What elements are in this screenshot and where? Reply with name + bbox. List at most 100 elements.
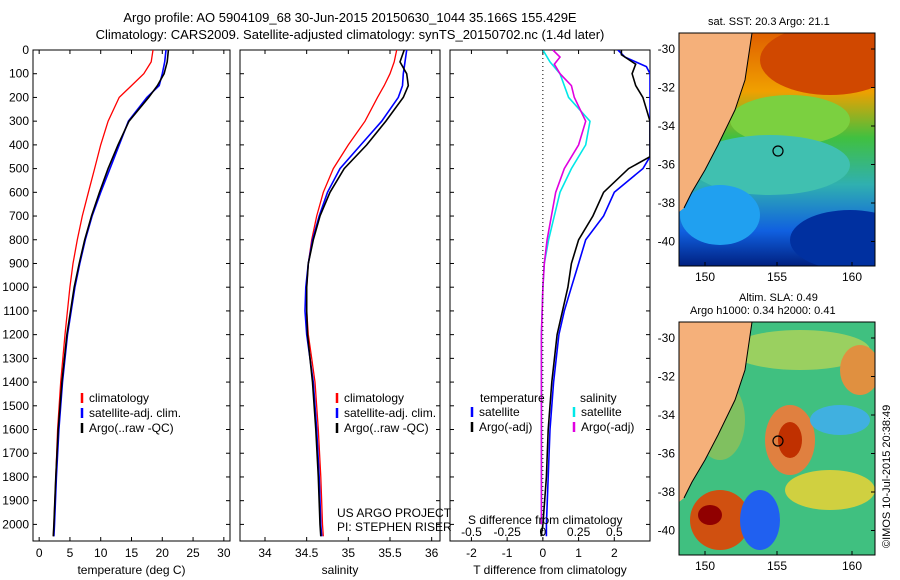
title-line-1: Argo profile: AO 5904109_68 30-Jun-2015 … [123, 10, 577, 25]
y-tick-label: 200 [9, 90, 29, 104]
series-line-argo-raw-qc- [305, 50, 410, 537]
series-line-t-argo-adj- [540, 50, 650, 537]
map-y-tick-label: -40 [658, 235, 676, 249]
x-tick-label: 2 [611, 546, 618, 560]
x-tick-label: -1 [502, 546, 513, 560]
map-y-tick-label: -36 [658, 447, 676, 461]
series-line-climatology [52, 50, 154, 537]
x-tick-label: 35.5 [378, 546, 402, 560]
x-axis-label: salinity [322, 563, 359, 577]
y-tick-label: 600 [9, 185, 29, 199]
map-x-tick-label: 155 [767, 559, 787, 573]
timestamp-stamp: ©IMOS 10-Jul-2015 20:38:49 [881, 404, 893, 548]
map-y-tick-label: -32 [658, 370, 676, 384]
map-y-tick-label: -34 [658, 119, 676, 133]
series-group [304, 50, 410, 537]
sst-map [678, 32, 876, 267]
x-tick-label: 10 [94, 546, 108, 560]
y-tick-label: 1000 [2, 280, 29, 294]
y-tick-label: 700 [9, 209, 29, 223]
x2-tick-label: 0.5 [606, 525, 623, 539]
y-tick-label: 300 [9, 114, 29, 128]
credit-line-2: PI: STEPHEN RISER [337, 520, 452, 534]
y-tick-label: 1700 [2, 446, 29, 460]
y-tick-label: 500 [9, 162, 29, 176]
y-tick-label: 0 [22, 43, 29, 57]
map-y-tick-label: -34 [658, 408, 676, 422]
salinity-legend-label: climatology [344, 391, 404, 405]
title-line-2: Climatology: CARS2009. Satellite-adjuste… [95, 27, 605, 42]
x-tick-label: 36 [425, 546, 439, 560]
x-tick-label: 20 [156, 546, 170, 560]
map-y-tick-label: -40 [658, 524, 676, 538]
diff-t-legend-label: satellite [479, 405, 520, 419]
y-tick-label: 1500 [2, 399, 29, 413]
series-group [540, 50, 650, 537]
x-tick-label: 5 [67, 546, 74, 560]
diff-legend-title-s: salinity [580, 391, 617, 405]
temperature-legend-label: Argo(..raw -QC) [89, 421, 174, 435]
map-x-tick-label: 160 [842, 559, 862, 573]
y-tick-label: 2000 [2, 517, 29, 531]
map-y-tick-label: -38 [658, 196, 676, 210]
x-tick-label: 34.5 [295, 546, 319, 560]
y-tick-label: 1600 [2, 423, 29, 437]
series-line-t-satellite [545, 50, 650, 537]
y-tick-label: 400 [9, 138, 29, 152]
y-tick-label: 1400 [2, 375, 29, 389]
x-tick-label: 15 [125, 546, 139, 560]
credit-line-1: US ARGO PROJECT [337, 506, 452, 520]
x-axis-label: temperature (deg C) [77, 563, 185, 577]
y-tick-label: 900 [9, 256, 29, 270]
sla-map-title-1: Altim. SLA: 0.49 [739, 292, 818, 304]
map-x-tick-label: 155 [767, 270, 787, 284]
x-tick-label: 1 [575, 546, 582, 560]
map-y-tick-label: -30 [658, 42, 676, 56]
diff-t-legend-label: Argo(-adj) [479, 420, 532, 434]
map-y-tick-label: -36 [658, 158, 676, 172]
y-tick-label: 1900 [2, 494, 29, 508]
x-tick-label: 30 [217, 546, 231, 560]
series-line-s-argo-adj- [540, 50, 587, 525]
x-tick-label: 34 [258, 546, 272, 560]
x2-tick-label: -0.5 [461, 525, 482, 539]
sla-map [678, 321, 876, 556]
map-y-tick-label: -32 [658, 81, 676, 95]
x2-tick-label: 0.25 [567, 525, 591, 539]
map-x-tick-label: 160 [842, 270, 862, 284]
temperature-legend-label: climatology [89, 391, 149, 405]
x-tick-label: 25 [186, 546, 200, 560]
diff-s-legend-label: satellite [581, 405, 622, 419]
y-tick-label: 1200 [2, 328, 29, 342]
x-axis-label: T difference from climatology [473, 563, 627, 577]
y-tick-label: 800 [9, 233, 29, 247]
sst-map-title: sat. SST: 20.3 Argo: 21.1 [708, 16, 830, 28]
diff-s-legend-label: Argo(-adj) [581, 420, 634, 434]
y-tick-label: 100 [9, 67, 29, 81]
map-x-tick-label: 150 [695, 270, 715, 284]
x-tick-label: 0 [36, 546, 43, 560]
x-tick-label: 35 [342, 546, 356, 560]
panel-frame [32, 49, 231, 542]
x-tick-label: 0 [540, 546, 547, 560]
series-line-satellite-adj-clim- [53, 50, 167, 537]
x2-axis-label: S difference from climatology [468, 513, 623, 527]
panel-frame [449, 49, 651, 542]
panel-frame [239, 49, 441, 542]
x2-tick-label: -0.25 [493, 525, 521, 539]
y-tick-label: 1800 [2, 470, 29, 484]
sla-map-title-2: Argo h1000: 0.34 h2000: 0.41 [690, 305, 836, 317]
x-tick-label: -2 [466, 546, 477, 560]
series-line-climatology [306, 50, 398, 537]
y-tick-label: 1100 [3, 304, 29, 318]
sla-argo-marker [772, 435, 784, 447]
series-line-argo-raw-qc- [52, 50, 170, 537]
sst-argo-marker [772, 145, 784, 157]
series-group [52, 50, 170, 537]
temperature-legend-label: satellite-adj. clim. [89, 406, 181, 420]
map-y-tick-label: -30 [658, 331, 676, 345]
map-x-tick-label: 150 [695, 559, 715, 573]
x2-tick-label: 0 [540, 525, 547, 539]
y-tick-label: 1300 [2, 351, 29, 365]
